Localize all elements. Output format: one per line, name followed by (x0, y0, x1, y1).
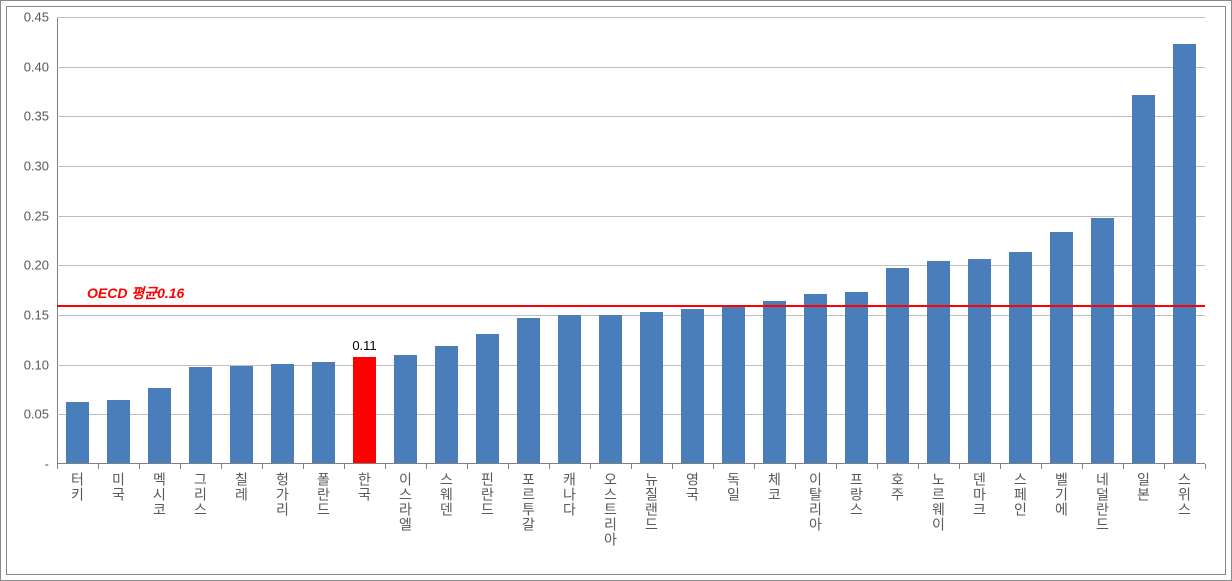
chart-inner-border: - 0.05 0.10 0.15 0.20 0.25 0.30 0.35 0.40 0.45 0.… (6, 6, 1226, 575)
bar (1091, 218, 1114, 464)
bar (148, 388, 171, 464)
x-axis-label: 포르투갈 (519, 472, 539, 532)
x-axis-label: 스페인 (1011, 472, 1031, 517)
x-axis-label: 이스라엘 (396, 472, 416, 532)
bar (1009, 252, 1032, 464)
bar (476, 334, 499, 464)
bar (1132, 95, 1155, 464)
x-axis-label: 일본 (1134, 472, 1154, 502)
bar (681, 309, 704, 464)
y-tick-label: 0.05 (24, 407, 49, 422)
x-axis-label: 뉴질랜드 (642, 472, 662, 532)
x-axis-label: 멕시코 (150, 472, 170, 517)
x-axis-label: 오스트리아 (601, 472, 621, 547)
x-axis-label: 영국 (683, 472, 703, 502)
bar (394, 355, 417, 464)
x-axis-label: 네덜란드 (1093, 472, 1113, 532)
x-axis-label: 프랑스 (847, 472, 867, 517)
x-tick (1205, 464, 1206, 469)
x-axis-label: 칠레 (232, 472, 252, 502)
x-axis-label: 핀란드 (478, 472, 498, 517)
y-axis: -0.050.100.150.200.250.300.350.400.45 (7, 17, 57, 464)
bar (804, 294, 827, 464)
x-axis-label: 스위스 (1175, 472, 1195, 517)
bar (107, 400, 130, 464)
bar-value-label: 0.11 (352, 338, 376, 353)
bar (517, 318, 540, 464)
x-axis-labels: 터키 미국 멕시코 그리스 칠레 헝가리 폴란드 한국 이스라엘 스웨덴 핀란드 포르투갈 캐나다 오스트… (57, 464, 1205, 574)
bar (968, 259, 991, 464)
reference-line (57, 305, 1205, 307)
bar (927, 261, 950, 464)
bar-highlight (353, 357, 376, 464)
x-axis-label: 노르웨이 (929, 472, 949, 532)
x-axis-label: 터키 (67, 472, 87, 502)
bar (435, 346, 458, 464)
y-tick-label: 0.10 (24, 357, 49, 372)
bar (763, 301, 786, 464)
bar (845, 292, 868, 464)
x-axis-label: 폴란드 (314, 472, 334, 517)
x-axis-label: 그리스 (191, 472, 211, 517)
bar (722, 305, 745, 464)
y-tick-label: 0.35 (24, 109, 49, 124)
x-axis-label: 한국 (355, 472, 375, 502)
y-tick-label: 0.25 (24, 208, 49, 223)
x-axis-label: 미국 (109, 472, 129, 502)
x-axis-label: 체코 (765, 472, 785, 502)
x-axis-label: 벨기에 (1052, 472, 1072, 517)
bar (886, 268, 909, 464)
bar (230, 366, 253, 464)
x-axis-label: 이탈리아 (806, 472, 826, 532)
bar (1173, 44, 1196, 464)
y-tick-label: 0.30 (24, 158, 49, 173)
bar (312, 362, 335, 464)
bar (1050, 232, 1073, 464)
bar (599, 315, 622, 464)
y-tick-label: 0.40 (24, 59, 49, 74)
y-tick-label: 0.20 (24, 258, 49, 273)
x-axis-label: 헝가리 (273, 472, 293, 517)
bar (640, 312, 663, 464)
bar (66, 402, 89, 464)
reference-line-label: OECD 평균0.16 (87, 283, 184, 303)
bar (271, 364, 294, 464)
bar (558, 315, 581, 464)
plot-area: 0.11 OECD 평균0.16 (57, 17, 1205, 464)
y-tick-label: 0.45 (24, 10, 49, 25)
bars-group: 0.11 (57, 17, 1205, 464)
x-axis-label: 캐나다 (560, 472, 580, 517)
y-tick-label: - (45, 457, 49, 472)
chart-container: - 0.05 0.10 0.15 0.20 0.25 0.30 0.35 0.40 0.45 0.… (0, 0, 1232, 581)
y-tick-label: 0.15 (24, 307, 49, 322)
x-axis-label: 스웨덴 (437, 472, 457, 517)
x-axis-label: 호주 (888, 472, 908, 502)
x-axis-label: 독일 (724, 472, 744, 502)
x-axis-label: 덴마크 (970, 472, 990, 517)
bar (189, 367, 212, 464)
